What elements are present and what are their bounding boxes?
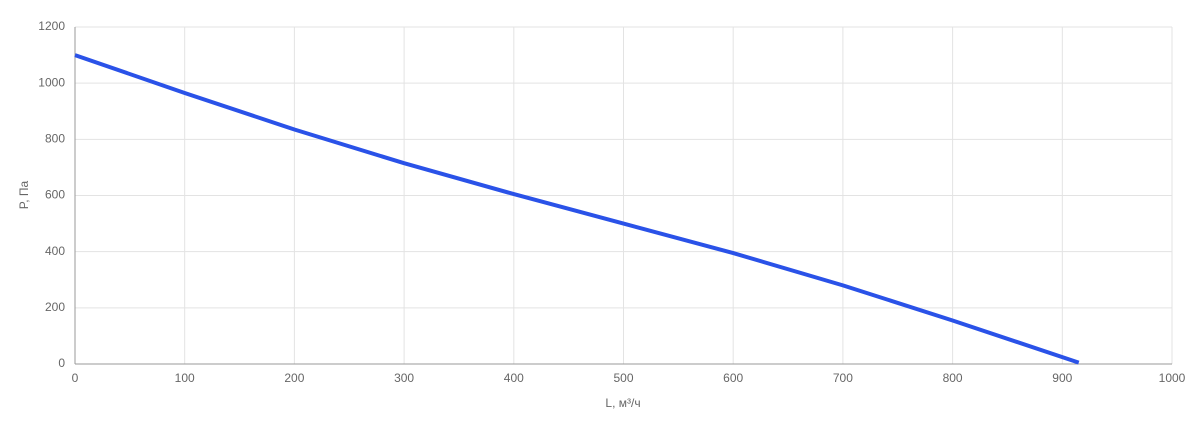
y-tick-label: 0 <box>58 356 65 370</box>
y-tick-label: 600 <box>45 188 65 202</box>
x-tick-label: 1000 <box>1159 371 1186 385</box>
y-axis-label: P, Па <box>17 180 31 209</box>
x-tick-label: 400 <box>504 371 524 385</box>
y-tick-label: 1000 <box>38 75 65 89</box>
x-tick-label: 700 <box>833 371 853 385</box>
x-tick-label: 500 <box>613 371 633 385</box>
x-tick-label: 100 <box>175 371 195 385</box>
x-tick-label: 0 <box>72 371 79 385</box>
data-line <box>74 53 1080 365</box>
y-tick-label: 800 <box>45 132 65 146</box>
x-tick-label: 300 <box>394 371 414 385</box>
x-tick-label: 600 <box>723 371 743 385</box>
y-tick-label: 200 <box>45 300 65 314</box>
y-tick-label: 400 <box>45 244 65 258</box>
x-tick-label: 800 <box>943 371 963 385</box>
y-tick-label: 1200 <box>38 19 65 33</box>
x-tick-label: 200 <box>284 371 304 385</box>
x-tick-label: 900 <box>1052 371 1072 385</box>
x-axis-label: L, м³/ч <box>605 396 640 410</box>
